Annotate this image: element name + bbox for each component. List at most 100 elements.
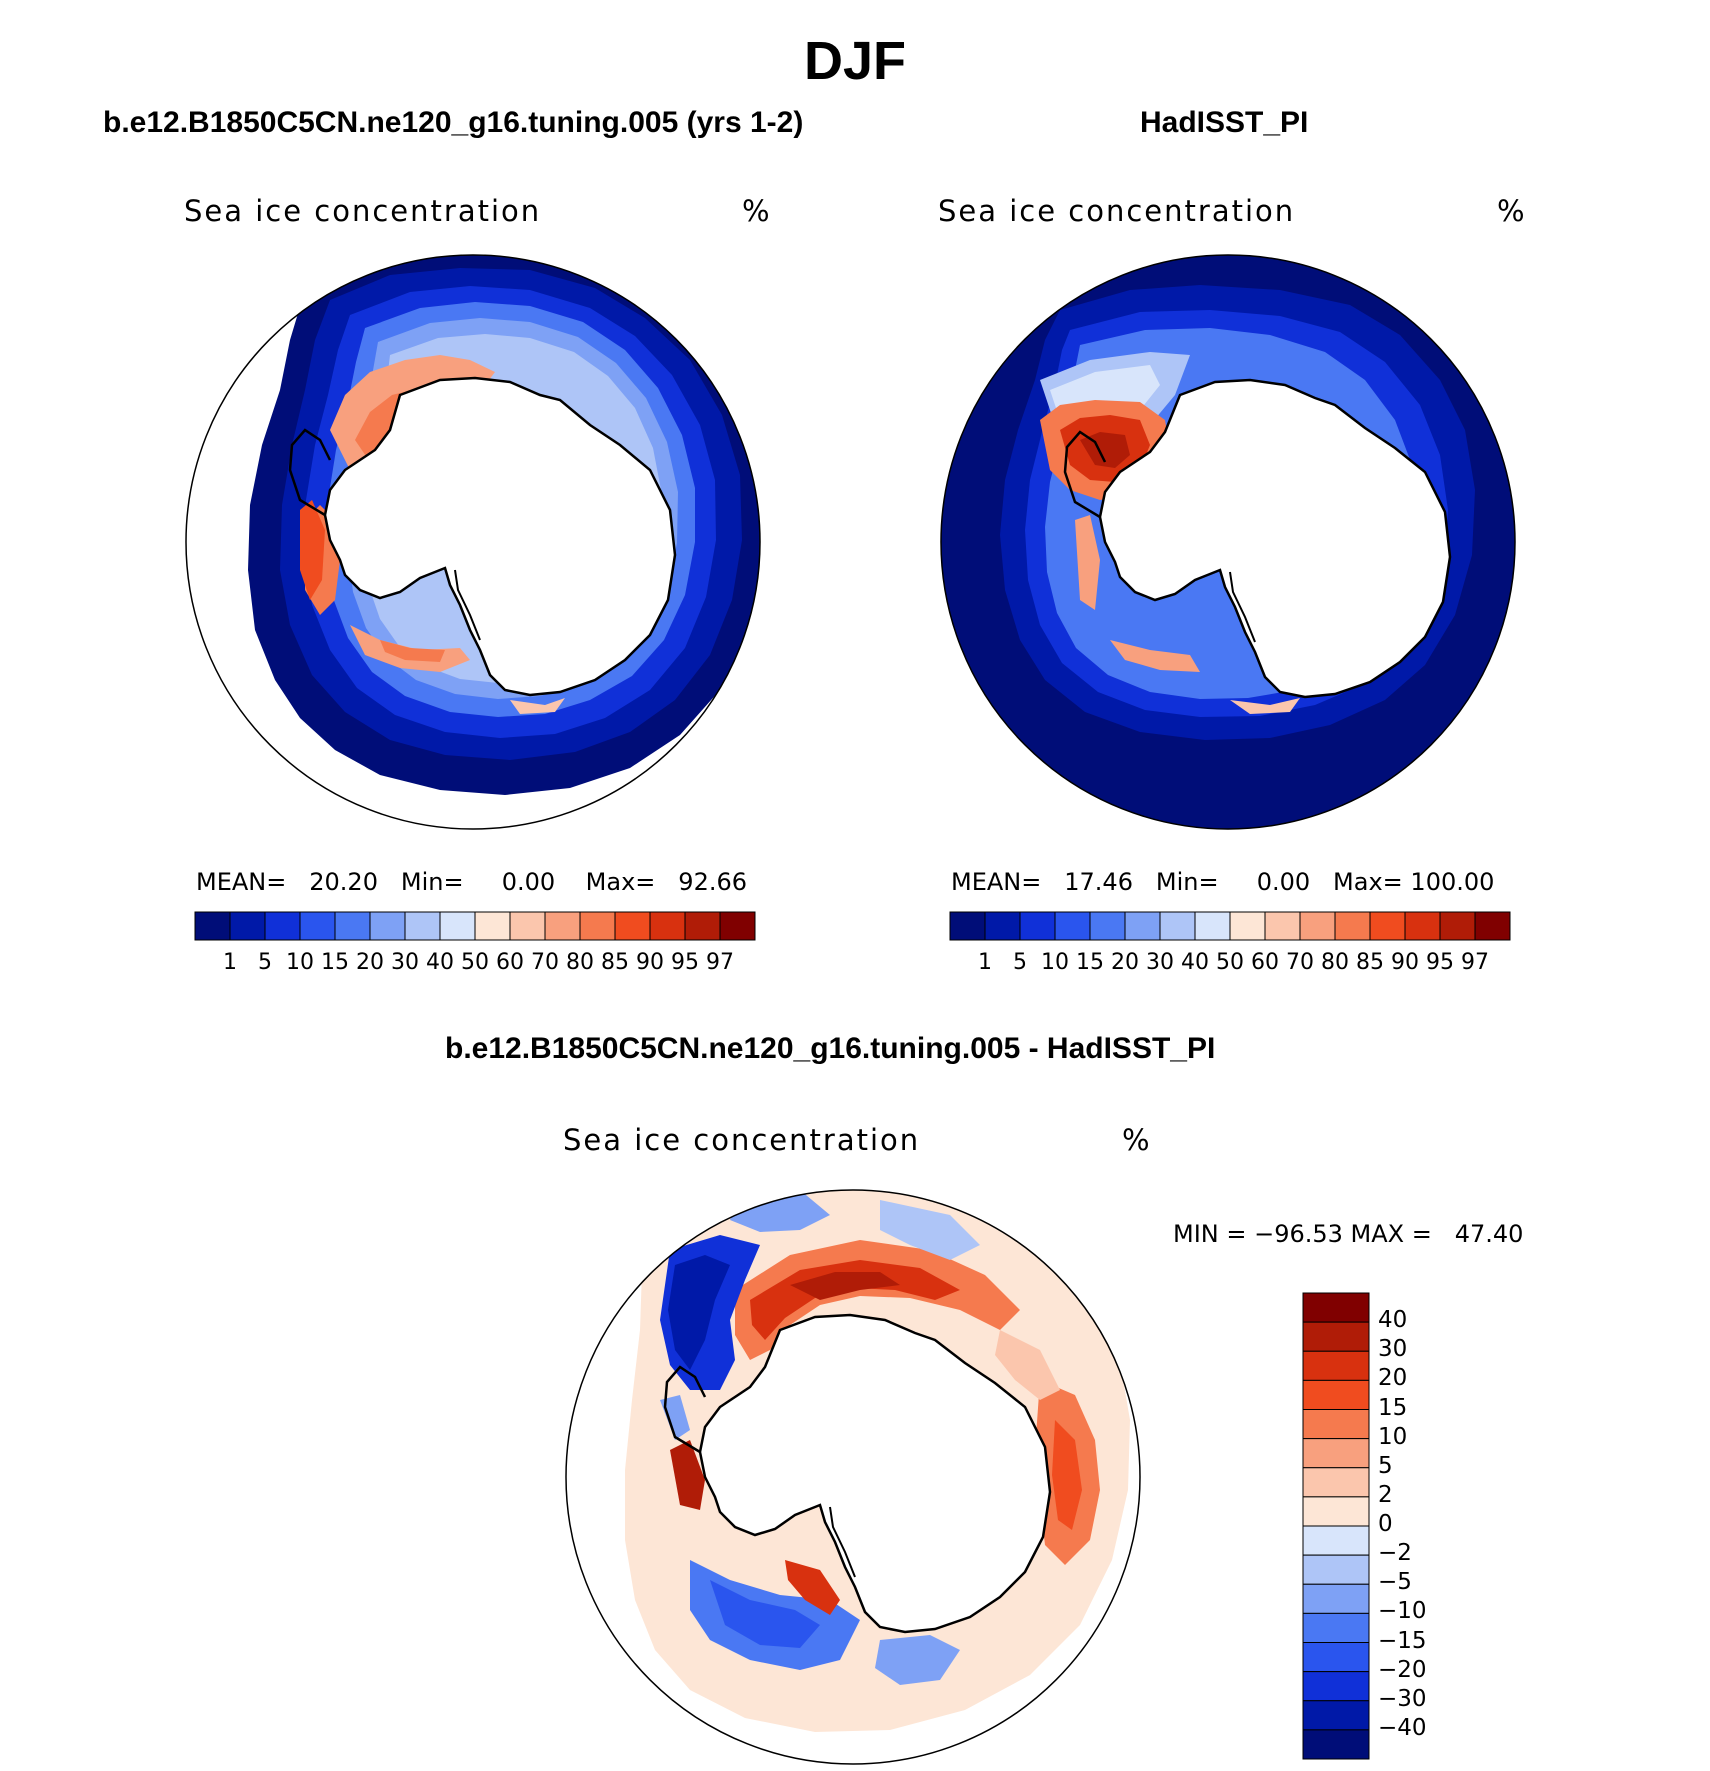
panel-2-colorbar-tick-label: 85 <box>1356 950 1384 975</box>
panel-1-antarctica <box>323 376 677 697</box>
panel-3-colorbar-tick-label: −10 <box>1378 1598 1427 1625</box>
panel-1-colorbar-tick-label: 30 <box>391 950 419 975</box>
panel-3-colorbar-ticks: 40 30 20 15 10 5 2 0 −2 −5 −10 −15 −20 −30 −40 <box>1378 1292 1498 1760</box>
panel-1-max-label: Max= <box>585 868 656 896</box>
panel-2-max-label: Max= <box>1333 868 1403 896</box>
panel-3-colorbar-tick-label: −40 <box>1378 1714 1427 1741</box>
panel-1-max: 92.66 <box>678 868 748 896</box>
panel-2-colorbar-tick-label: 50 <box>1216 950 1244 975</box>
panel-1-colorbar-swatch <box>299 911 336 941</box>
panel-2-colorbar-tick-label: 5 <box>1013 950 1027 975</box>
panel-2-mean-label: MEAN= <box>951 868 1042 896</box>
panel-1-colorbar-swatch <box>404 911 441 941</box>
panel-3-colorbar-tick-label: −15 <box>1378 1627 1427 1654</box>
panel-3-colorbar <box>1302 1292 1370 1760</box>
panel-2-colorbar-tick-label: 15 <box>1076 950 1104 975</box>
panel-1-colorbar-swatch <box>614 911 651 941</box>
panel-1-colorbar-tick-label: 97 <box>706 950 734 975</box>
panel-2-colorbar-swatch <box>949 911 986 941</box>
panel-3-colorbar-tick-label: 5 <box>1378 1452 1393 1479</box>
panel-1-colorbar-tick-label: 20 <box>356 950 384 975</box>
panel-1-colorbar-swatch <box>369 911 406 941</box>
panel-1-colorbar-tick-label: 1 <box>223 950 237 975</box>
panel-2-colorbar-tick-label: 20 <box>1111 950 1139 975</box>
panel-2-colorbar-tick-label: 10 <box>1041 950 1069 975</box>
panel-1-mean-label: MEAN= <box>196 868 287 896</box>
panel-1-colorbar-swatch <box>649 911 686 941</box>
panel-3-colorbar-swatch <box>1302 1729 1370 1760</box>
panel-2-ice-field <box>941 255 1515 829</box>
panel-3-colorbar-swatch <box>1302 1438 1370 1469</box>
panel-1-colorbar-tick-label: 10 <box>286 950 314 975</box>
panel-3-units: % <box>1122 1123 1152 1157</box>
panel-2-title: HadISST_PI <box>1140 106 1309 139</box>
panel-2-colorbar-swatch <box>1334 911 1371 941</box>
panel-1-title: b.e12.B1850C5CN.ne120_g16.tuning.005 (yr… <box>103 106 804 139</box>
panel-3-colorbar-swatch <box>1302 1350 1370 1381</box>
panel-3-colorbar-swatch <box>1302 1642 1370 1673</box>
panel-1-colorbar-swatch <box>229 911 266 941</box>
panel-1-colorbar-swatch <box>474 911 511 941</box>
panel-1-units: % <box>742 194 772 228</box>
panel-3-colorbar-tick-label: 20 <box>1378 1365 1408 1392</box>
panel-2-min: 0.00 <box>1256 868 1311 896</box>
panel-1-mean: 20.20 <box>309 868 378 896</box>
panel-2-colorbar-tick-label: 30 <box>1146 950 1174 975</box>
panel-3-colorbar-swatch <box>1302 1700 1370 1731</box>
panel-3-difference-field <box>625 1190 1130 1732</box>
panel-3-colorbar-tick-label: 15 <box>1378 1394 1408 1421</box>
panel-2-colorbar-tick-label: 80 <box>1321 950 1349 975</box>
panel-1-colorbar-tick-label: 95 <box>671 950 699 975</box>
panel-3-colorbar-tick-label: 30 <box>1378 1336 1408 1363</box>
panel-2-colorbar-tick-label: 60 <box>1251 950 1279 975</box>
panel-3-colorbar-tick-label: 0 <box>1378 1511 1393 1537</box>
panel-2-field-label: Sea ice concentration <box>938 194 1296 228</box>
panel-3-colorbar-swatch <box>1302 1583 1370 1614</box>
panel-3-colorbar-swatch <box>1302 1612 1370 1643</box>
panel-3-colorbar-tick-label: −30 <box>1378 1685 1427 1712</box>
panel-1-colorbar-tick-label: 80 <box>566 950 594 975</box>
panel-1-min: 0.00 <box>501 868 556 896</box>
figure-title: DJF <box>803 31 906 91</box>
panel-1-colorbar-swatch <box>509 911 546 941</box>
panel-1-colorbar-tick-label: 70 <box>531 950 559 975</box>
panel-3-colorbar-tick-label: 40 <box>1378 1307 1408 1334</box>
panel-1-colorbar-ticks: 1 5 10 15 20 30 40 50 60 70 80 85 90 95 97 <box>195 950 755 980</box>
panel-3-colorbar-swatch <box>1302 1496 1370 1527</box>
panel-3-colorbar-tick-label: −2 <box>1378 1540 1412 1567</box>
panel-2-colorbar-swatch <box>1019 911 1056 941</box>
panel-3-colorbar-tick-label: 10 <box>1378 1423 1408 1450</box>
panel-2-stats: MEAN= 17.46 Min= 0.00 Max= 100.00 <box>951 868 1494 896</box>
panel-1-stats: MEAN= 20.20 Min= 0.00 Max= 92.66 <box>196 868 747 896</box>
panel-3-colorbar-swatch <box>1302 1525 1370 1556</box>
panel-2-colorbar-swatch <box>1124 911 1161 941</box>
panel-3-colorbar-tick-label: −20 <box>1378 1656 1427 1683</box>
panel-2-colorbar-swatch <box>1299 911 1336 941</box>
panel-2-colorbar-swatch <box>1229 911 1266 941</box>
panel-2-colorbar-tick-label: 40 <box>1181 950 1209 975</box>
panel-2-colorbar-swatch <box>1439 911 1476 941</box>
panel-3-colorbar-swatch <box>1302 1409 1370 1440</box>
panel-2-min-label: Min= <box>1155 868 1219 896</box>
panel-1-colorbar-tick-label: 90 <box>636 950 664 975</box>
panel-1-colorbar-swatch <box>579 911 616 941</box>
panel-1-ice-field <box>248 255 760 795</box>
panel-2-colorbar-tick-label: 95 <box>1426 950 1454 975</box>
panel-3-colorbar-swatch <box>1302 1554 1370 1585</box>
panel-3-colorbar-swatch <box>1302 1321 1370 1352</box>
panel-2-colorbar-tick-label: 1 <box>978 950 992 975</box>
panel-3-colorbar-swatch <box>1302 1671 1370 1702</box>
panel-1-colorbar-tick-label: 40 <box>426 950 454 975</box>
panel-3-colorbar-tick-label: 2 <box>1378 1481 1393 1508</box>
panel-1-colorbar-swatch <box>544 911 581 941</box>
panel-2-colorbar-swatch <box>1404 911 1441 941</box>
panel-1-colorbar-tick-label: 85 <box>601 950 629 975</box>
panel-1-field-label: Sea ice concentration <box>184 194 542 228</box>
panel-1-colorbar-tick-label: 60 <box>496 950 524 975</box>
panel-1-colorbar <box>194 911 756 941</box>
panel-1-colorbar-tick-label: 50 <box>461 950 489 975</box>
panel-1-colorbar-swatch <box>264 911 301 941</box>
